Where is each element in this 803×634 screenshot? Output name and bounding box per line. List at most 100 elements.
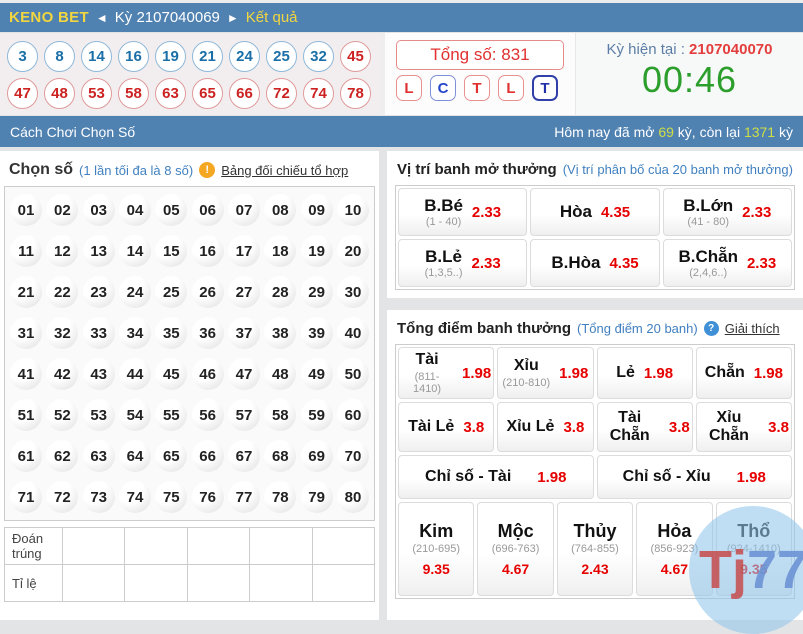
number-cell[interactable]: 08 [264,194,297,226]
bet-option[interactable]: Tài (811-1410) 1.98 [398,347,495,399]
bet-option[interactable]: Mộc (696-763) 4.67 [477,502,554,596]
bet-option[interactable]: Chẵn 1.98 [695,347,792,399]
number-cell[interactable]: 70 [336,440,369,472]
number-cell[interactable]: 25 [155,276,188,308]
number-cell[interactable]: 18 [264,235,297,267]
bet-option[interactable]: Tài Lẻ 3.8 [398,402,495,452]
bet-option[interactable]: Xỉu Chẵn 3.8 [695,402,792,452]
number-cell[interactable]: 20 [336,235,369,267]
number-cell[interactable]: 16 [191,235,224,267]
number-cell[interactable]: 67 [227,440,260,472]
number-cell[interactable]: 07 [227,194,260,226]
number-cell[interactable]: 35 [155,317,188,349]
number-cell[interactable]: 15 [155,235,188,267]
bet-option[interactable]: Chỉ số - Tài 1.98 [398,455,594,499]
number-cell[interactable]: 54 [118,399,151,431]
number-cell[interactable]: 68 [264,440,297,472]
number-cell[interactable]: 11 [10,235,42,267]
bet-option[interactable]: Xỉu (210-810) 1.98 [497,347,594,399]
bet-option[interactable]: B.Bé (1 - 40) 2.33 [398,188,528,236]
number-cell[interactable]: 65 [155,440,188,472]
number-cell[interactable]: 62 [46,440,79,472]
bet-option[interactable]: Thủy (764-855) 2.43 [556,502,634,596]
explain-link[interactable]: Giải thích [724,321,780,336]
number-cell[interactable]: 30 [336,276,369,308]
number-cell[interactable]: 03 [82,194,115,226]
number-cell[interactable]: 66 [191,440,224,472]
number-cell[interactable]: 48 [264,358,297,390]
number-cell[interactable]: 80 [336,481,369,513]
number-cell[interactable]: 43 [82,358,115,390]
number-cell[interactable]: 26 [191,276,224,308]
number-cell[interactable]: 46 [191,358,224,390]
number-cell[interactable]: 12 [46,235,79,267]
number-cell[interactable]: 73 [82,481,115,513]
number-cell[interactable]: 33 [82,317,115,349]
number-cell[interactable]: 13 [82,235,115,267]
bet-option[interactable]: Kim (210-695) 9.35 [398,502,475,596]
number-cell[interactable]: 36 [191,317,224,349]
number-cell[interactable]: 55 [155,399,188,431]
number-cell[interactable]: 64 [118,440,151,472]
bet-option[interactable]: Tài Chẵn 3.8 [596,402,693,452]
number-cell[interactable]: 37 [227,317,260,349]
number-cell[interactable]: 17 [227,235,260,267]
number-cell[interactable]: 56 [191,399,224,431]
number-cell[interactable]: 71 [10,481,42,513]
number-cell[interactable]: 41 [10,358,42,390]
number-cell[interactable]: 42 [46,358,79,390]
number-cell[interactable]: 24 [118,276,151,308]
bet-option[interactable]: B.Lớn (41 - 80) 2.33 [662,188,792,236]
number-cell[interactable]: 10 [336,194,369,226]
number-cell[interactable]: 01 [10,194,42,226]
number-cell[interactable]: 22 [46,276,79,308]
number-cell[interactable]: 52 [46,399,79,431]
number-cell[interactable]: 06 [191,194,224,226]
number-cell[interactable]: 39 [300,317,333,349]
number-cell[interactable]: 78 [264,481,297,513]
number-cell[interactable]: 02 [46,194,79,226]
number-cell[interactable]: 53 [82,399,115,431]
number-cell[interactable]: 69 [300,440,333,472]
bet-option[interactable]: Chỉ số - Xỉu 1.98 [596,455,792,499]
number-cell[interactable]: 51 [10,399,42,431]
bet-option[interactable]: Hòa 4.35 [530,188,660,236]
bet-option[interactable]: Hỏa (856-923) 4.67 [636,502,713,596]
bet-option[interactable]: B.Hòa 4.35 [530,239,660,287]
number-cell[interactable]: 05 [155,194,188,226]
number-cell[interactable]: 31 [10,317,42,349]
number-cell[interactable]: 75 [155,481,188,513]
number-cell[interactable]: 79 [300,481,333,513]
number-cell[interactable]: 59 [300,399,333,431]
bet-option[interactable]: Thổ (924-1410) 9.35 [715,502,792,596]
number-cell[interactable]: 49 [300,358,333,390]
number-cell[interactable]: 50 [336,358,369,390]
number-cell[interactable]: 27 [227,276,260,308]
bet-option[interactable]: B.Chẵn (2,4,6..) 2.33 [662,239,792,287]
help-icon[interactable]: ? [703,321,719,336]
number-cell[interactable]: 58 [264,399,297,431]
number-cell[interactable]: 61 [10,440,42,472]
number-cell[interactable]: 76 [191,481,224,513]
number-cell[interactable]: 21 [10,276,42,308]
number-cell[interactable]: 40 [336,317,369,349]
number-cell[interactable]: 74 [118,481,151,513]
number-cell[interactable]: 63 [82,440,115,472]
number-cell[interactable]: 60 [336,399,369,431]
number-cell[interactable]: 14 [118,235,151,267]
bet-option[interactable]: Lẻ 1.98 [596,347,693,399]
number-cell[interactable]: 04 [118,194,151,226]
number-cell[interactable]: 57 [227,399,260,431]
number-cell[interactable]: 72 [46,481,79,513]
number-cell[interactable]: 47 [227,358,260,390]
prev-period-arrow-icon[interactable]: ◄ [95,10,108,25]
number-cell[interactable]: 19 [300,235,333,267]
number-cell[interactable]: 45 [155,358,188,390]
number-cell[interactable]: 32 [46,317,79,349]
number-cell[interactable]: 34 [118,317,151,349]
number-cell[interactable]: 77 [227,481,260,513]
next-period-arrow-icon[interactable]: ► [226,10,239,25]
number-cell[interactable]: 28 [264,276,297,308]
result-link[interactable]: Kết quả [245,9,298,26]
bet-option[interactable]: Xỉu Lẻ 3.8 [497,402,594,452]
